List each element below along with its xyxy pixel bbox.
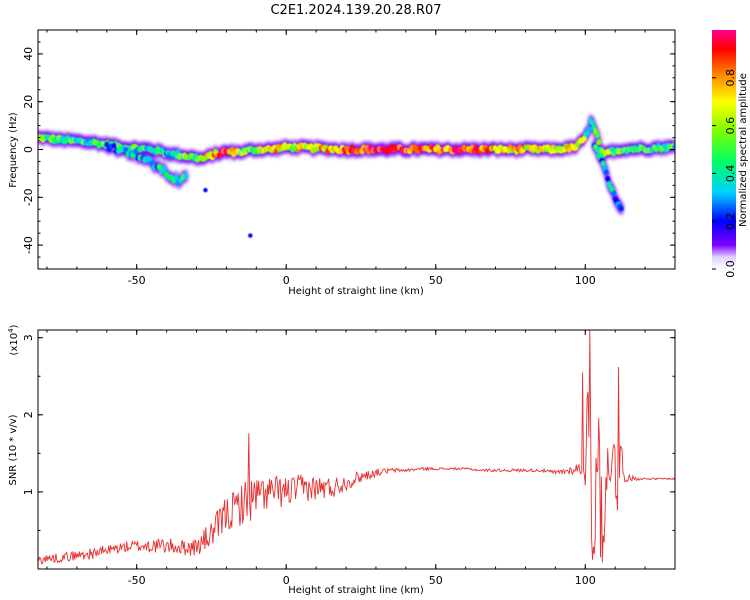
snr-y-multiplier-close: ) bbox=[9, 324, 20, 328]
snr-panel: -50 0 50 100 1 2 3 Height of straight line (km… bbox=[7, 324, 676, 596]
descending-tail-point bbox=[594, 147, 600, 153]
snr-frame bbox=[37, 329, 676, 570]
colorbar-scale bbox=[712, 30, 736, 269]
spectrogram-panel: -50 0 50 100 40 20 0 -20 -40 Height of straight … bbox=[8, 29, 676, 297]
spectrogram-ytick-label: 0 bbox=[22, 146, 35, 153]
colorbar-label: Normalized spectral amplitude bbox=[738, 73, 749, 227]
isolated-point bbox=[248, 233, 253, 238]
branch-trace-point bbox=[111, 142, 117, 149]
descending-tail-point bbox=[618, 205, 624, 212]
snr-y-multiplier-exp: 4 bbox=[7, 328, 15, 333]
snr-ytick-label: 1 bbox=[22, 488, 35, 495]
colorbar-tick-label: 0.4 bbox=[724, 165, 737, 183]
snr-y-multiplier-base: (x10 bbox=[9, 333, 20, 356]
snr-xtick-label: 100 bbox=[575, 574, 596, 587]
descending-tail-point bbox=[603, 169, 609, 175]
colorbar-tick-label: 0.0 bbox=[724, 260, 737, 278]
snr-ylabel: SNR (10 * v/v) bbox=[8, 414, 19, 485]
spectrogram-core-layer bbox=[38, 118, 675, 238]
main-trace-point bbox=[672, 144, 675, 150]
descending-tail-point bbox=[600, 160, 606, 167]
spectrogram-xtick-label: 100 bbox=[575, 274, 596, 287]
snr-ytick-label: 2 bbox=[22, 411, 35, 418]
snr-xtick-label: 50 bbox=[429, 574, 443, 587]
branch-trace-point bbox=[173, 174, 179, 181]
main-trace-point bbox=[589, 119, 595, 126]
colorbar-tick-label: 0.6 bbox=[724, 117, 737, 135]
main-trace-point bbox=[594, 132, 600, 139]
snr-xtick-label: -50 bbox=[128, 574, 146, 587]
spectrogram-ylabel: Frequency (Hz) bbox=[8, 112, 19, 188]
main-trace-point bbox=[586, 126, 592, 133]
spectrogram-ytick-label: -40 bbox=[22, 236, 35, 254]
snr-ytick-label: 3 bbox=[22, 334, 35, 341]
spectrogram-ytick-label: 20 bbox=[22, 95, 35, 109]
colorbar-tick-label: 0.8 bbox=[724, 69, 737, 87]
branch-trace-point bbox=[183, 172, 189, 180]
spectrogram-xtick-label: 0 bbox=[283, 274, 290, 287]
main-trace-point bbox=[596, 139, 602, 146]
snr-series-line bbox=[38, 330, 675, 565]
spectrogram-xlabel: Height of straight line (km) bbox=[288, 286, 424, 297]
figure-title: C2E1.2024.139.20.28.R07 bbox=[270, 3, 441, 18]
descending-tail-point bbox=[605, 176, 611, 182]
spectrogram-ytick-label: -20 bbox=[22, 188, 35, 206]
descending-tail-point bbox=[611, 190, 617, 197]
colorbar-tick-label: 0.2 bbox=[724, 212, 737, 230]
spectrogram-xtick-label: 50 bbox=[429, 274, 443, 287]
snr-xlabel: Height of straight line (km) bbox=[288, 585, 424, 596]
snr-xtick-label: 0 bbox=[283, 574, 290, 587]
branch-trace-point bbox=[161, 165, 167, 172]
spectrogram-xtick-label: -50 bbox=[128, 274, 146, 287]
snr-y-multiplier: (x104) bbox=[7, 324, 20, 355]
colorbar: 0.0 0.2 0.4 0.6 0.8 Normalized spectral ampl… bbox=[712, 30, 749, 278]
spectrogram-halo-layer bbox=[38, 114, 675, 216]
spectrogram-ytick-label: 40 bbox=[22, 47, 35, 61]
isolated-point bbox=[203, 187, 208, 193]
branch-trace-point bbox=[132, 148, 139, 155]
